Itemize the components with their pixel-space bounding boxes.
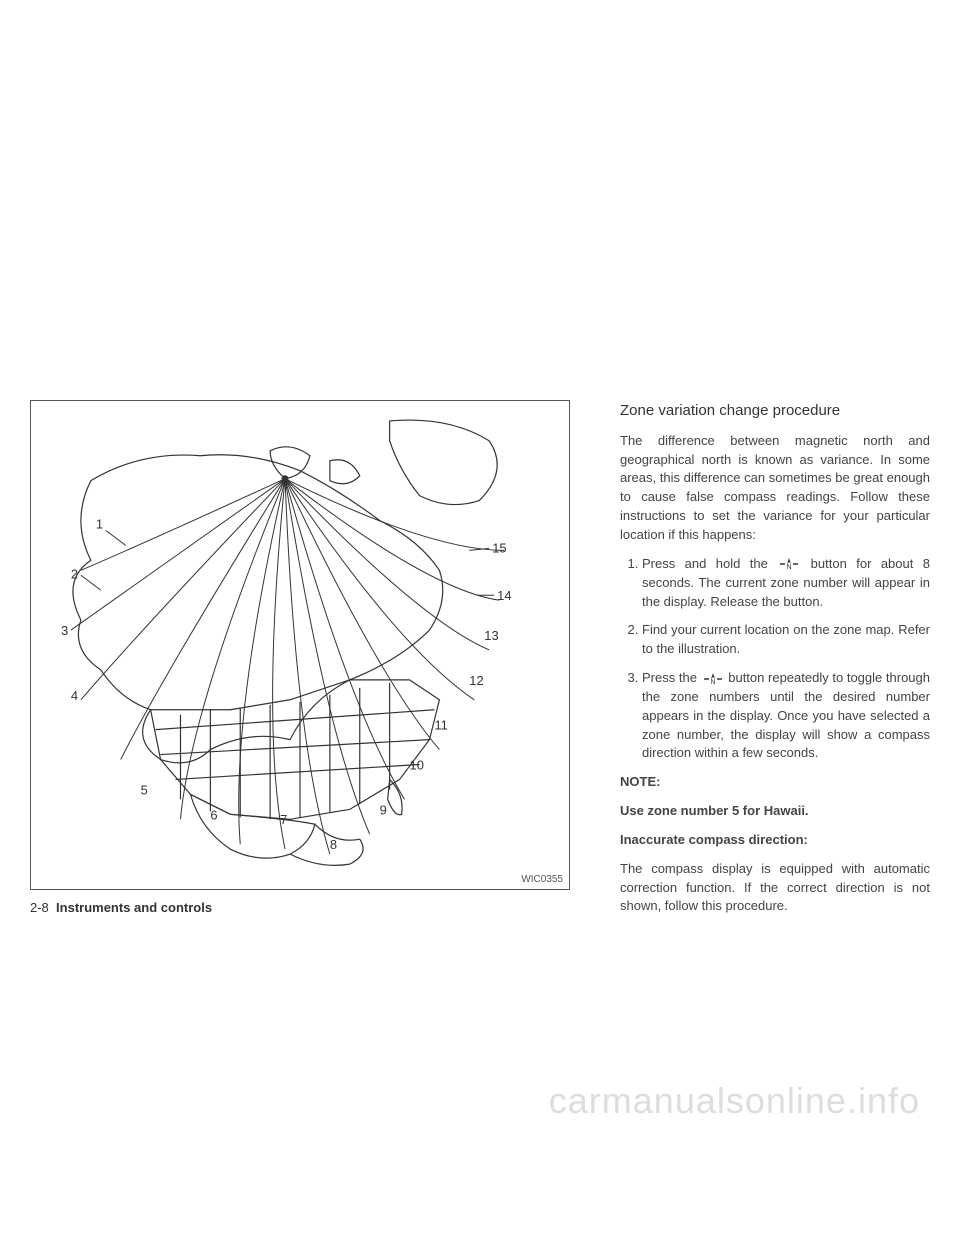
page-content: 1 2 3 4 5 6 7 8 9 10 11 12 13 14 [30, 400, 930, 926]
zone-label: 14 [497, 588, 511, 603]
zone-map-svg: 1 2 3 4 5 6 7 8 9 10 11 12 13 14 [31, 401, 569, 889]
zone-label: 12 [469, 673, 483, 688]
note-label: NOTE: [620, 773, 930, 792]
intro-paragraph: The difference between magnetic north an… [620, 432, 930, 545]
zone-label: 5 [141, 782, 148, 797]
zone-label: 11 [434, 718, 447, 733]
zone-label: 4 [71, 688, 78, 703]
compass-icon: N [703, 672, 723, 686]
zone-label: 9 [380, 802, 387, 817]
steps-list: Press and hold the N button for about 8 … [620, 555, 930, 763]
svg-text:N: N [787, 564, 792, 571]
page-footer: 2-8 Instruments and controls [30, 900, 570, 915]
note-text: Use zone number 5 for Hawaii. [620, 802, 930, 821]
inaccurate-heading: Inaccurate compass direction: [620, 831, 930, 850]
zone-label: 3 [61, 623, 68, 638]
left-column: 1 2 3 4 5 6 7 8 9 10 11 12 13 14 [30, 400, 570, 926]
figure-label: WIC0355 [521, 874, 563, 885]
svg-text:N: N [710, 679, 715, 686]
watermark: carmanualsonline.info [549, 1080, 920, 1122]
zone-label: 7 [280, 812, 287, 827]
zone-label: 15 [492, 540, 506, 555]
section-title: Instruments and controls [56, 900, 212, 915]
procedure-heading: Zone variation change procedure [620, 400, 930, 422]
right-column: Zone variation change procedure The diff… [620, 400, 930, 926]
zone-label: 2 [71, 566, 78, 581]
zone-label: 10 [410, 757, 424, 772]
page-number: 2-8 [30, 900, 49, 915]
zone-map-figure: 1 2 3 4 5 6 7 8 9 10 11 12 13 14 [30, 400, 570, 890]
step-2: Find your current location on the zone m… [642, 621, 930, 659]
step-3: Press the N button repeatedly to toggle … [642, 669, 930, 763]
compass-icon: N [779, 557, 799, 571]
zone-label: 6 [210, 807, 217, 822]
zone-label: 8 [330, 837, 337, 852]
zone-label: 13 [484, 628, 498, 643]
zone-label: 1 [96, 516, 103, 531]
step-1: Press and hold the N button for about 8 … [642, 555, 930, 612]
inaccurate-text: The compass display is equipped with aut… [620, 860, 930, 917]
